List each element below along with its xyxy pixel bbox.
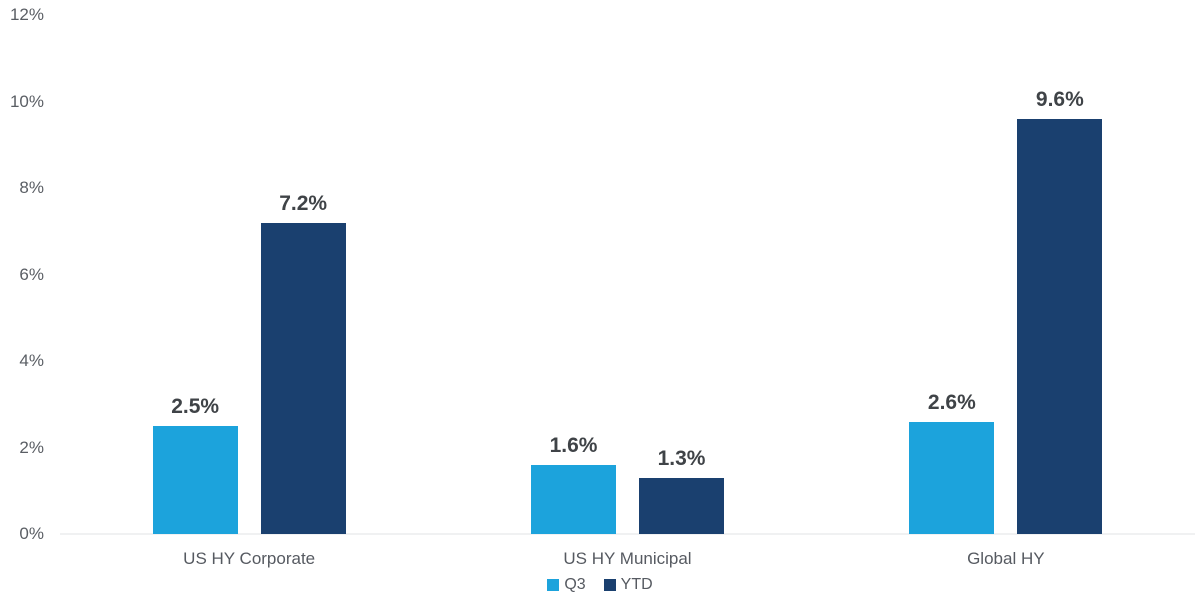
data-label-ytd-us-hy-corporate: 7.2% [279,191,328,215]
legend-label: Q3 [564,576,586,593]
data-label-q3-us-hy-municipal: 1.6% [549,433,598,457]
x-category-label-global-hy: Global HY [967,549,1045,568]
legend-swatch-icon [547,579,560,591]
bar-ytd-global-hy [1017,118,1103,534]
bar-q3-us-hy-corporate [152,425,238,534]
legend-label: YTD [620,576,653,593]
y-tick-label: 8% [19,178,44,197]
x-category-label-us-hy-corporate: US HY Corporate [183,549,316,568]
legend-item-ytd: YTD [603,576,653,594]
data-label-q3-global-hy: 2.6% [927,390,976,414]
bar-q3-us-hy-municipal [531,464,616,534]
bar-q3-global-hy [909,421,995,534]
y-tick-label: 6% [19,264,44,284]
bar-ytd-us-hy-municipal [639,477,724,534]
data-label-q3-us-hy-corporate: 2.5% [171,394,220,418]
y-tick-label: 4% [19,351,44,370]
legend-swatch-icon [603,579,616,591]
y-tick-label: 10% [9,91,44,111]
legend-item-q3: Q3 [547,576,586,594]
y-tick-label: 0% [19,524,44,543]
bar-ytd-us-hy-corporate [260,222,346,534]
x-axis-line [60,533,1195,535]
data-label-ytd-global-hy: 9.6% [1035,87,1084,111]
legend: Q3 YTD [0,576,1200,594]
data-label-ytd-us-hy-municipal: 1.3% [657,446,706,470]
x-category-label-us-hy-municipal: US HY Municipal [563,549,692,568]
y-tick-label: 12% [9,5,44,24]
y-tick-label: 2% [19,437,44,457]
